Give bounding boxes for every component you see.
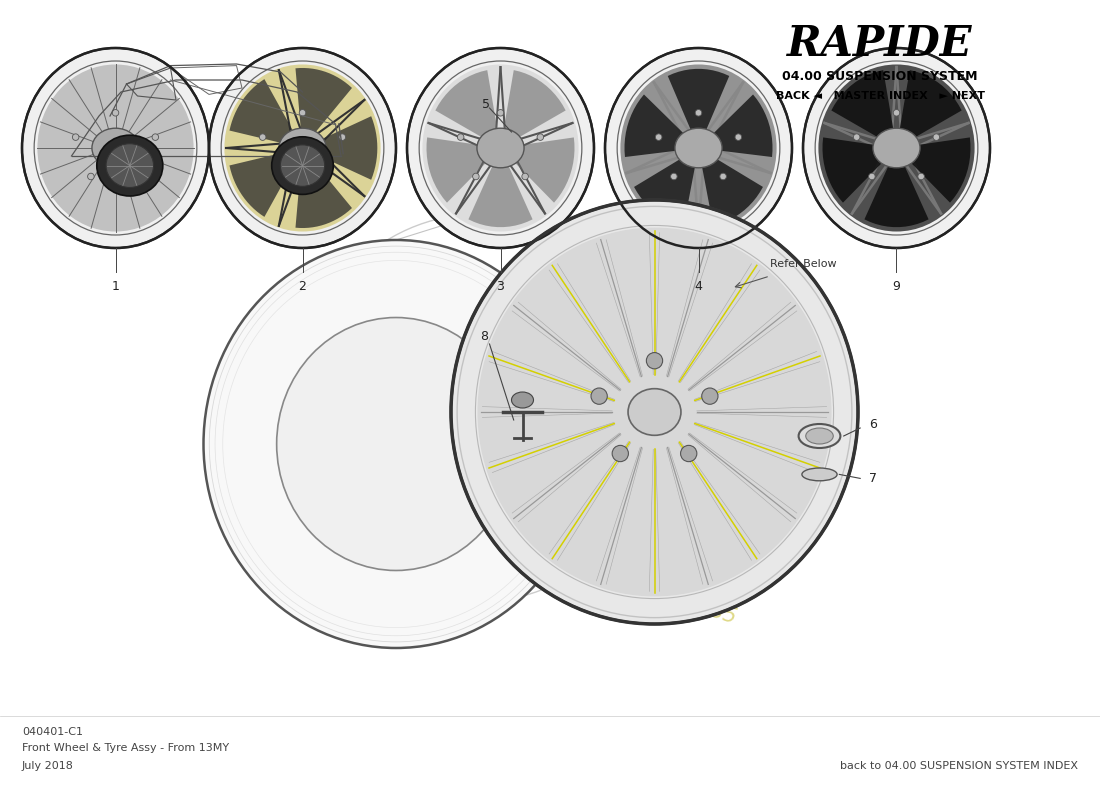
Circle shape [275,174,282,180]
Text: 7: 7 [869,472,877,485]
Circle shape [497,110,504,116]
Text: Refer Below: Refer Below [770,259,837,269]
Circle shape [339,134,345,140]
Ellipse shape [628,389,681,435]
Circle shape [917,174,924,180]
Polygon shape [896,70,961,148]
Ellipse shape [620,65,777,231]
Circle shape [88,174,95,180]
Ellipse shape [805,428,834,444]
Ellipse shape [224,65,381,231]
Text: res: res [553,389,811,571]
Ellipse shape [605,48,792,248]
Circle shape [735,134,741,140]
Ellipse shape [818,65,975,231]
Circle shape [719,174,726,180]
Circle shape [473,174,480,180]
Text: BACK ◄   MASTER INDEX   ► NEXT: BACK ◄ MASTER INDEX ► NEXT [776,91,984,101]
Circle shape [854,134,860,140]
Ellipse shape [799,424,840,448]
Text: 3: 3 [496,280,505,293]
Polygon shape [296,68,352,148]
Circle shape [73,134,79,140]
Polygon shape [469,148,532,227]
Circle shape [869,174,876,180]
Polygon shape [698,148,763,226]
Ellipse shape [22,48,209,248]
Polygon shape [625,94,698,157]
Text: 1: 1 [111,280,120,293]
Circle shape [702,388,718,404]
Ellipse shape [106,144,154,187]
Circle shape [933,134,939,140]
Polygon shape [302,116,377,180]
Polygon shape [230,79,302,148]
Polygon shape [896,138,970,202]
Ellipse shape [279,128,326,168]
Text: 2: 2 [298,280,307,293]
Text: 6: 6 [869,418,877,430]
Ellipse shape [92,128,139,168]
Polygon shape [500,70,565,148]
Polygon shape [668,69,729,148]
Text: Front Wheel & Tyre Assy - From 13MY: Front Wheel & Tyre Assy - From 13MY [22,743,229,753]
Text: a page for reference 1985: a page for reference 1985 [472,524,738,628]
Polygon shape [230,148,302,217]
Polygon shape [823,138,896,202]
Polygon shape [500,138,574,202]
Ellipse shape [280,145,324,186]
Polygon shape [634,148,698,226]
Ellipse shape [675,128,722,168]
Text: RAPIDE: RAPIDE [788,23,972,65]
Circle shape [458,134,464,140]
Circle shape [695,110,702,116]
Circle shape [893,110,900,116]
Circle shape [323,174,330,180]
Text: 040401-C1: 040401-C1 [22,727,82,737]
Circle shape [671,174,678,180]
Polygon shape [427,138,500,202]
Circle shape [521,174,528,180]
Text: 4: 4 [694,280,703,293]
Ellipse shape [802,468,837,481]
Text: 04.00 SUSPENSION SYSTEM: 04.00 SUSPENSION SYSTEM [782,70,978,82]
Ellipse shape [422,65,579,231]
Polygon shape [832,70,896,148]
Polygon shape [865,148,928,227]
Ellipse shape [277,318,515,570]
Circle shape [647,353,662,369]
Circle shape [656,134,662,140]
Ellipse shape [451,200,858,624]
Ellipse shape [37,65,194,231]
Circle shape [613,446,628,462]
Ellipse shape [477,128,524,168]
Ellipse shape [97,135,163,196]
Text: July 2018: July 2018 [22,762,74,771]
Circle shape [681,446,696,462]
Circle shape [299,110,306,116]
Ellipse shape [204,240,588,648]
Circle shape [112,110,119,116]
Circle shape [537,134,543,140]
Text: 8: 8 [480,330,488,342]
Circle shape [152,134,158,140]
Text: 9: 9 [892,280,901,293]
Text: 5: 5 [482,98,491,110]
Circle shape [591,388,607,404]
Ellipse shape [512,392,534,408]
Polygon shape [698,94,772,157]
Ellipse shape [407,48,594,248]
Polygon shape [296,148,352,228]
Ellipse shape [209,48,396,248]
Ellipse shape [803,48,990,248]
Text: back to 04.00 SUSPENSION SYSTEM INDEX: back to 04.00 SUSPENSION SYSTEM INDEX [840,762,1078,771]
Polygon shape [436,70,500,148]
Ellipse shape [477,227,832,597]
Text: europ: europ [302,282,754,518]
Ellipse shape [272,137,333,194]
Circle shape [136,174,143,180]
Circle shape [260,134,266,140]
Ellipse shape [873,128,920,168]
